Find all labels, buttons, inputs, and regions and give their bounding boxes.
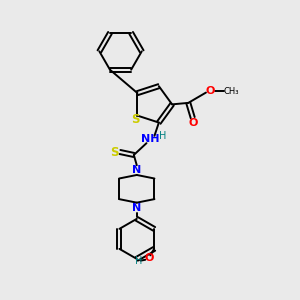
Text: S: S <box>110 146 118 158</box>
Text: H: H <box>135 256 142 266</box>
Text: H: H <box>159 131 166 141</box>
Text: N: N <box>132 203 141 213</box>
Text: O: O <box>188 118 197 128</box>
Text: S: S <box>131 112 140 126</box>
Text: N: N <box>132 165 141 175</box>
Text: NH: NH <box>141 134 159 144</box>
Text: O: O <box>206 86 215 96</box>
Text: CH₃: CH₃ <box>223 87 239 96</box>
Text: O: O <box>144 253 154 263</box>
